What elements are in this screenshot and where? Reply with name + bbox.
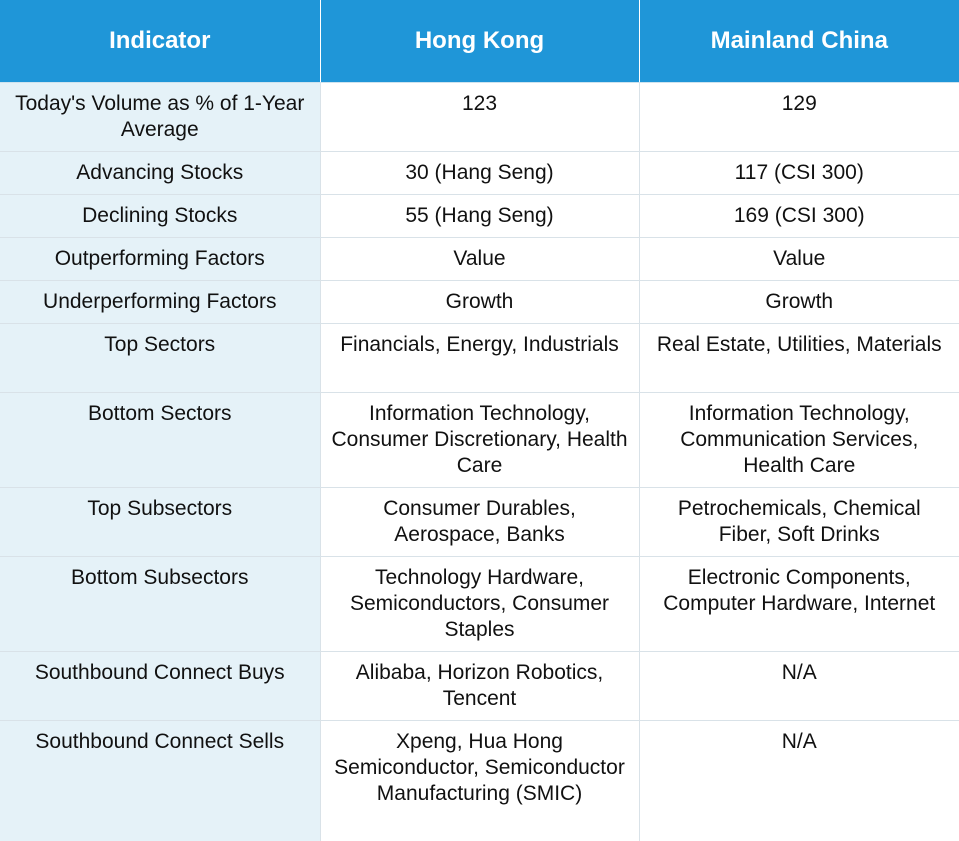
hong-kong-cell: Information Technology, Consumer Discret… (320, 393, 639, 488)
table-header: Indicator Hong Kong Mainland China (0, 0, 959, 83)
mainland-china-cell: N/A (639, 652, 959, 721)
table-row: Advancing Stocks 30 (Hang Seng) 117 (CSI… (0, 152, 959, 195)
mainland-china-cell: Information Technology, Communication Se… (639, 393, 959, 488)
mainland-china-cell: N/A (639, 721, 959, 841)
hong-kong-cell: Financials, Energy, Industrials (320, 324, 639, 393)
indicator-cell: Southbound Connect Sells (0, 721, 320, 841)
hong-kong-cell: Growth (320, 281, 639, 324)
hong-kong-cell: 55 (Hang Seng) (320, 195, 639, 238)
hong-kong-cell: Consumer Durables, Aerospace, Banks (320, 488, 639, 557)
mainland-china-cell: Value (639, 238, 959, 281)
hong-kong-cell: Xpeng, Hua Hong Semiconductor, Semicondu… (320, 721, 639, 841)
table-row: Southbound Connect Buys Alibaba, Horizon… (0, 652, 959, 721)
indicator-cell: Today's Volume as % of 1-Year Average (0, 83, 320, 152)
header-row: Indicator Hong Kong Mainland China (0, 0, 959, 83)
table-row: Top Subsectors Consumer Durables, Aerosp… (0, 488, 959, 557)
indicator-cell: Top Subsectors (0, 488, 320, 557)
hong-kong-cell: 30 (Hang Seng) (320, 152, 639, 195)
indicator-cell: Top Sectors (0, 324, 320, 393)
table-row: Today's Volume as % of 1-Year Average 12… (0, 83, 959, 152)
header-mainland-china: Mainland China (639, 0, 959, 83)
table-row: Declining Stocks 55 (Hang Seng) 169 (CSI… (0, 195, 959, 238)
mainland-china-cell: Electronic Components, Computer Hardware… (639, 557, 959, 652)
header-indicator: Indicator (0, 0, 320, 83)
table-row: Outperforming Factors Value Value (0, 238, 959, 281)
indicator-cell: Declining Stocks (0, 195, 320, 238)
table-row: Southbound Connect Sells Xpeng, Hua Hong… (0, 721, 959, 841)
table-row: Underperforming Factors Growth Growth (0, 281, 959, 324)
mainland-china-cell: 169 (CSI 300) (639, 195, 959, 238)
mainland-china-cell: Real Estate, Utilities, Materials (639, 324, 959, 393)
mainland-china-cell: 129 (639, 83, 959, 152)
indicator-cell: Outperforming Factors (0, 238, 320, 281)
table-row: Bottom Subsectors Technology Hardware, S… (0, 557, 959, 652)
hong-kong-cell: Value (320, 238, 639, 281)
table-row: Top Sectors Financials, Energy, Industri… (0, 324, 959, 393)
indicator-cell: Bottom Subsectors (0, 557, 320, 652)
hong-kong-cell: Alibaba, Horizon Robotics, Tencent (320, 652, 639, 721)
table-body: Today's Volume as % of 1-Year Average 12… (0, 83, 959, 841)
mainland-china-cell: 117 (CSI 300) (639, 152, 959, 195)
mainland-china-cell: Growth (639, 281, 959, 324)
indicator-cell: Advancing Stocks (0, 152, 320, 195)
indicator-cell: Underperforming Factors (0, 281, 320, 324)
table-row: Bottom Sectors Information Technology, C… (0, 393, 959, 488)
mainland-china-cell: Petrochemicals, Chemical Fiber, Soft Dri… (639, 488, 959, 557)
hong-kong-cell: 123 (320, 83, 639, 152)
indicator-cell: Bottom Sectors (0, 393, 320, 488)
hong-kong-cell: Technology Hardware, Semiconductors, Con… (320, 557, 639, 652)
header-hong-kong: Hong Kong (320, 0, 639, 83)
indicator-cell: Southbound Connect Buys (0, 652, 320, 721)
